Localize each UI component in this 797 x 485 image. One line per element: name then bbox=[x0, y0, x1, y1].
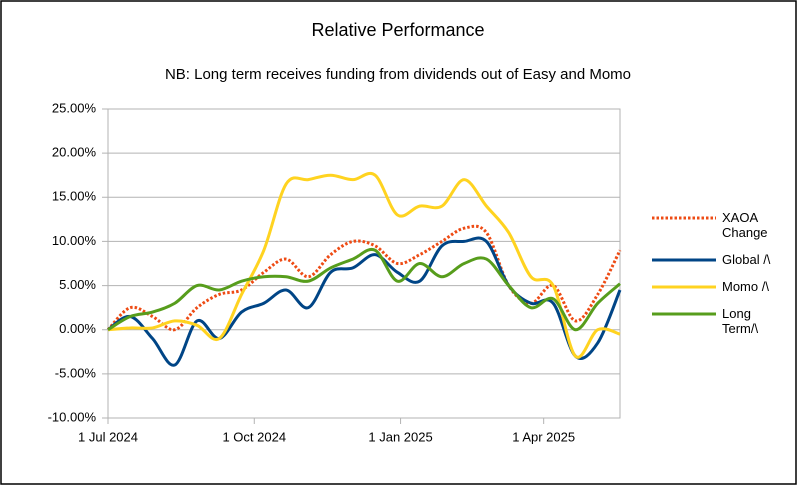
legend-item: Global /\ bbox=[650, 252, 784, 267]
chart-title: Relative Performance bbox=[311, 20, 484, 40]
legend-label: XAOA Change bbox=[722, 210, 768, 240]
x-tick-label: 1 Oct 2024 bbox=[222, 429, 286, 444]
x-tick-label: 1 Jan 2025 bbox=[368, 429, 432, 444]
plot-border bbox=[107, 108, 621, 419]
chart-subtitle: NB: Long term receives funding from divi… bbox=[165, 66, 631, 83]
legend-swatch bbox=[652, 258, 716, 262]
legend-swatch bbox=[652, 216, 716, 220]
legend-item: Momo /\ bbox=[650, 279, 784, 294]
x-tick-label: 1 Jul 2024 bbox=[78, 429, 138, 444]
legend-label: Long Term/\ bbox=[722, 306, 759, 336]
series-line bbox=[107, 247, 621, 332]
y-tick-label: 25.00% bbox=[52, 100, 97, 115]
y-tick-label: -10.00% bbox=[48, 409, 97, 424]
y-tick-label: -5.00% bbox=[55, 365, 97, 380]
legend-label: Global /\ bbox=[722, 252, 771, 267]
y-tick-label: 15.00% bbox=[52, 189, 97, 204]
y-tick-label: 5.00% bbox=[59, 277, 96, 292]
legend-item: XAOA Change bbox=[650, 210, 784, 240]
y-tick-label: 10.00% bbox=[52, 233, 97, 248]
x-tick-label: 1 Apr 2025 bbox=[512, 429, 575, 444]
series-line bbox=[107, 171, 621, 359]
legend-item: Long Term/\ bbox=[650, 306, 784, 336]
legend-swatch bbox=[652, 312, 716, 316]
legend: XAOA Change Global /\ Momo /\ Long Term/\ bbox=[650, 210, 784, 348]
y-tick-label: 20.00% bbox=[52, 145, 97, 160]
series-line bbox=[107, 236, 622, 367]
legend-label: Momo /\ bbox=[722, 279, 769, 294]
y-tick-label: 0.00% bbox=[59, 321, 96, 336]
legend-swatch bbox=[652, 285, 716, 289]
